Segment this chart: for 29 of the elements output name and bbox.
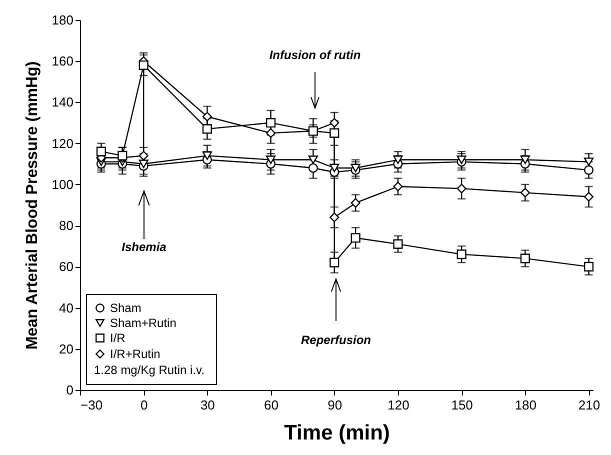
- x-tick-label: 90: [328, 398, 342, 412]
- y-tick-label: 0: [66, 382, 74, 398]
- annotation: Reperfusion: [300, 333, 372, 347]
- y-tick-label: 160: [52, 54, 74, 69]
- x-tick-label: 150: [451, 398, 473, 412]
- y-tick-label: 120: [52, 136, 74, 151]
- annotation: Infusion of rutin: [269, 48, 361, 62]
- y-tick-label: 180: [52, 12, 74, 28]
- x-tick-label: 0: [140, 398, 148, 412]
- x-tick-label: 180: [514, 398, 537, 412]
- y-tick-label: 100: [52, 176, 74, 192]
- y-tick-label: 60: [59, 259, 74, 274]
- y-tick-label: 140: [52, 94, 74, 110]
- x-axis-title: Time (min): [284, 422, 390, 444]
- y-tick-label: 20: [59, 341, 74, 356]
- y-tick-label: 80: [59, 218, 74, 234]
- y-axis-title: Mean Arterial Blood Pressure (mmHg): [24, 61, 41, 350]
- legend-label: Sham+Rutin: [110, 316, 176, 330]
- annotation: 1.28 mg/Kg Rutin i.v.: [94, 363, 204, 377]
- x-tick-label: 120: [388, 398, 410, 412]
- x-tick-label: 30: [200, 398, 215, 412]
- y-tick-label: 40: [59, 300, 74, 316]
- legend-label: I/R: [110, 331, 126, 345]
- x-tick-label: 210: [578, 398, 600, 412]
- x-tick-label: 60: [264, 398, 279, 412]
- legend-label: Sham: [110, 301, 142, 315]
- legend-label: I/R+Rutin: [110, 347, 160, 361]
- annotation: Ishemia: [122, 240, 167, 254]
- x-tick-label: −30: [80, 398, 103, 412]
